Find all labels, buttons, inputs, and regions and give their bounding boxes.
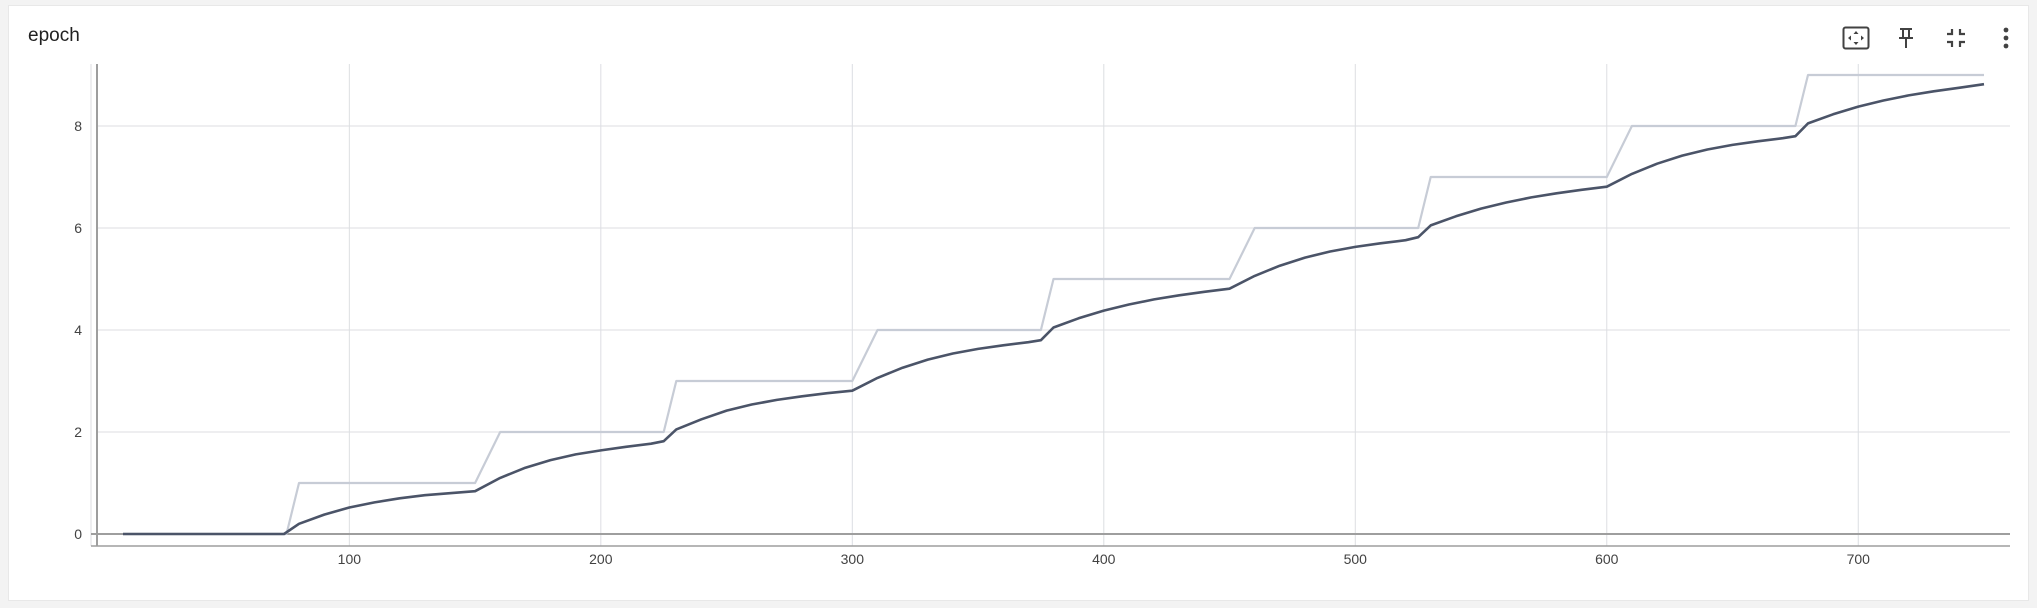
collapse-button[interactable] <box>1938 20 1974 56</box>
x-tick-label: 300 <box>841 551 865 567</box>
y-tick-label: 2 <box>74 424 82 440</box>
raw-series-line <box>123 73 1984 536</box>
pin-button[interactable] <box>1888 20 1924 56</box>
x-tick-label: 500 <box>1344 551 1368 567</box>
x-tick-label: 200 <box>589 551 613 567</box>
more-options-button[interactable] <box>1988 20 2024 56</box>
x-tick-label: 700 <box>1847 551 1871 567</box>
y-tick-label: 8 <box>74 118 82 134</box>
collapse-icon <box>1947 29 1965 47</box>
pin-icon <box>1899 28 1913 48</box>
y-tick-label: 0 <box>74 526 82 542</box>
grid-lines <box>97 64 2010 546</box>
y-tick-label: 6 <box>74 220 82 236</box>
x-tick-label: 600 <box>1595 551 1619 567</box>
scalar-card: epoch <box>8 5 2029 601</box>
series-lines <box>123 73 1985 536</box>
axes <box>90 64 2010 547</box>
smoothed-series-line <box>123 82 1985 536</box>
more-vert-icon <box>2003 27 2009 49</box>
x-tick-label: 100 <box>338 551 362 567</box>
card-title: epoch <box>28 25 80 46</box>
fit-domain-button[interactable] <box>1838 20 1874 56</box>
x-tick-label: 400 <box>1092 551 1116 567</box>
fit-domain-icon <box>1842 26 1870 50</box>
tick-labels: 100 200 300 400 500 600 700 0 2 4 6 8 <box>74 118 1870 567</box>
y-tick-label: 4 <box>74 322 82 338</box>
